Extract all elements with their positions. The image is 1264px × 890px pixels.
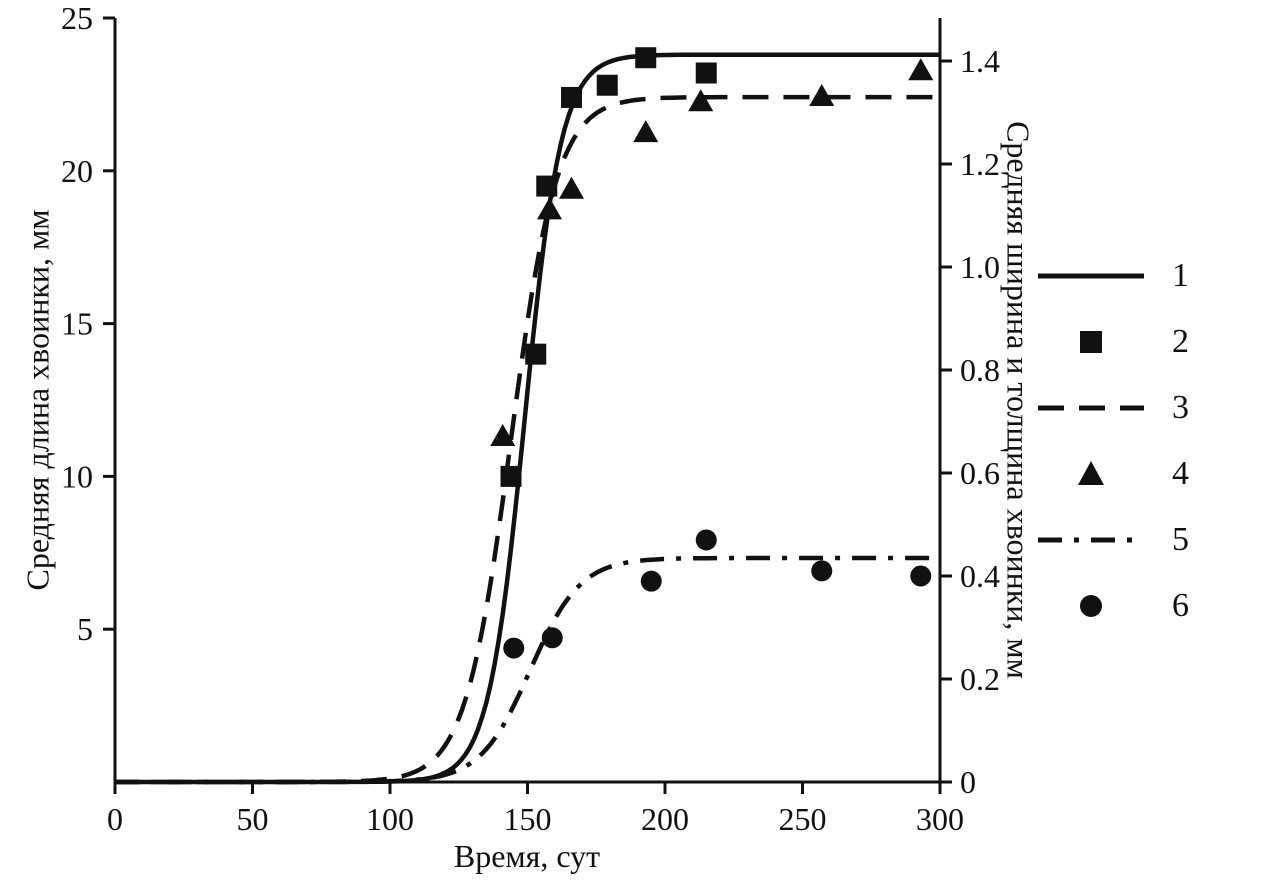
tick-marks <box>103 16 952 794</box>
tick-labels: 0 50 100 150 200 250 30051015202500.20.40.60.8… <box>61 0 1000 837</box>
y-right-tick-label: 1.2 <box>960 146 1000 182</box>
legend-label: 2 <box>1172 323 1189 360</box>
y-left-tick-label: 25 <box>61 0 93 36</box>
y-right-tick-label: 1.4 <box>960 43 1000 79</box>
series-4 <box>490 58 934 446</box>
x-tick-label: 200 <box>641 801 689 837</box>
legend-label: 1 <box>1172 257 1189 294</box>
y-right-tick-label: 0.8 <box>960 352 1000 388</box>
y-axis-right-label: Средняя ширина и толщина хвоинки, мм <box>1000 121 1037 679</box>
legend-item-5: 5 <box>1036 522 1189 558</box>
x-tick-label: 250 <box>779 801 827 837</box>
legend-label: 5 <box>1172 521 1189 558</box>
solid-line-swatch <box>1038 273 1144 279</box>
x-tick-label: 50 <box>237 801 269 837</box>
legend: 1 2 3 4 5 6 <box>1036 258 1189 624</box>
legend-item-3: 3 <box>1036 390 1189 426</box>
series-6 <box>503 529 932 659</box>
y-axis-left-label: Средняя длина хвоинки, мм <box>19 209 56 591</box>
series-3 <box>115 94 940 785</box>
legend-label: 3 <box>1172 389 1189 426</box>
legend-label: 4 <box>1172 455 1189 492</box>
dashed-line-swatch <box>1038 405 1144 411</box>
y-right-tick-label: 0 <box>960 764 976 800</box>
y-right-tick-label: 0.2 <box>960 661 1000 697</box>
legend-item-4: 4 <box>1036 456 1189 492</box>
x-tick-label: 300 <box>916 801 964 837</box>
legend-item-1: 1 <box>1036 258 1189 294</box>
y-right-tick-label: 0.4 <box>960 558 1000 594</box>
legend-item-6: 6 <box>1036 588 1189 624</box>
circle-swatch <box>1080 595 1102 617</box>
series-1 <box>115 52 940 785</box>
x-tick-label: 100 <box>366 801 414 837</box>
legend-item-2: 2 <box>1036 324 1189 360</box>
square-swatch <box>1080 331 1102 353</box>
y-right-tick-label: 0.6 <box>960 455 1000 491</box>
y-left-tick-label: 10 <box>61 458 93 494</box>
y-left-tick-label: 20 <box>61 153 93 189</box>
y-left-tick-label: 15 <box>61 306 93 342</box>
legend-label: 6 <box>1172 587 1189 624</box>
y-left-tick-label: 5 <box>77 611 93 647</box>
series-2 <box>500 47 717 487</box>
x-tick-label: 0 <box>107 801 123 837</box>
dashdot-line-swatch <box>1038 537 1144 543</box>
triangle-swatch <box>1078 461 1104 485</box>
series-5 <box>115 555 940 785</box>
x-tick-label: 150 <box>504 801 552 837</box>
y-right-tick-label: 1.0 <box>960 249 1000 285</box>
x-axis-label: Время, сут <box>453 838 601 874</box>
